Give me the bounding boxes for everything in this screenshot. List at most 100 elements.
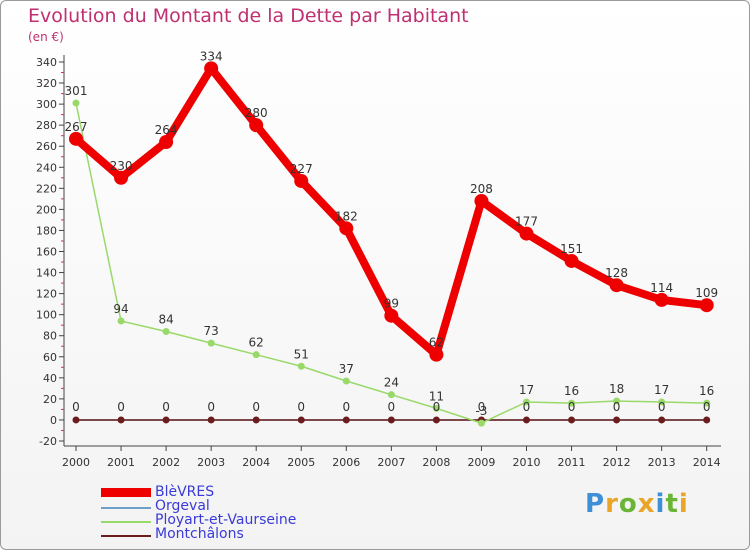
data-label-blevres: 128 (605, 266, 628, 280)
data-point-ployart-et-vaurseine (162, 328, 170, 336)
data-point-montchalons (72, 416, 80, 424)
data-label-blevres: 267 (65, 120, 88, 134)
data-point-ployart-et-vaurseine (297, 362, 305, 370)
data-label-montchalons: 0 (478, 400, 486, 414)
proxiti-logo: Proxiti (585, 489, 689, 519)
data-point-montchalons (207, 416, 215, 424)
x-tick-label: 2001 (107, 456, 135, 469)
y-tick-label: 160 (36, 246, 57, 259)
data-point-montchalons (162, 416, 170, 424)
data-point-ployart-et-vaurseine (658, 398, 666, 406)
data-label-blevres: 280 (245, 106, 268, 120)
x-tick-label: 2008 (422, 456, 450, 469)
data-point-ployart-et-vaurseine (252, 351, 260, 359)
x-tick-label: 2012 (603, 456, 631, 469)
data-point-ployart-et-vaurseine (207, 339, 215, 347)
data-label-blevres: 182 (335, 209, 358, 223)
data-label-ployart-et-vaurseine: 301 (65, 84, 88, 98)
data-label-ployart-et-vaurseine: 16 (564, 384, 579, 398)
legend-swatch-orgeval (101, 507, 151, 509)
data-point-ployart-et-vaurseine (387, 391, 395, 399)
data-point-ployart-et-vaurseine (568, 399, 576, 407)
data-point-blevres (69, 131, 83, 146)
data-point-ployart-et-vaurseine (613, 397, 621, 405)
data-point-ployart-et-vaurseine (72, 99, 80, 107)
data-point-ployart-et-vaurseine (523, 398, 530, 406)
data-point-montchalons (432, 416, 440, 424)
y-tick-label: 300 (36, 98, 57, 111)
data-label-montchalons: 0 (72, 400, 80, 414)
x-tick-label: 2005 (287, 456, 315, 469)
y-tick-label: 280 (36, 119, 57, 132)
data-point-blevres (474, 193, 489, 208)
data-point-blevres (609, 278, 624, 293)
data-point-blevres (159, 135, 174, 150)
y-tick-label: 60 (43, 351, 57, 364)
data-label-ployart-et-vaurseine: 94 (113, 302, 128, 316)
data-point-montchalons (252, 416, 260, 424)
x-tick-label: 2011 (558, 456, 586, 469)
data-label-montchalons: 0 (658, 400, 666, 414)
y-tick-label: 240 (36, 161, 57, 174)
data-label-blevres: 177 (515, 215, 538, 229)
y-tick-label: 320 (36, 77, 57, 90)
data-point-montchalons (297, 416, 305, 424)
data-label-montchalons: 0 (703, 400, 711, 414)
data-point-blevres (114, 170, 129, 185)
data-label-ployart-et-vaurseine: 51 (294, 347, 309, 361)
data-point-blevres (519, 226, 534, 241)
y-tick-label: 340 (36, 56, 57, 69)
data-label-blevres: 114 (650, 281, 673, 295)
x-tick-label: 2003 (197, 456, 225, 469)
data-point-ployart-et-vaurseine (117, 317, 125, 325)
x-tick-label: 2004 (242, 456, 270, 469)
data-label-montchalons: 0 (342, 400, 350, 414)
data-label-blevres: 334 (200, 49, 223, 63)
x-tick-label: 2007 (377, 456, 405, 469)
legend-swatch-montchalons (101, 535, 151, 537)
data-label-blevres: 109 (695, 286, 718, 300)
y-tick-label: 140 (36, 267, 57, 280)
y-tick-label: 40 (43, 372, 57, 385)
y-tick-label: -20 (39, 435, 57, 448)
data-label-montchalons: 0 (117, 400, 125, 414)
data-label-montchalons: 0 (297, 400, 305, 414)
data-label-ployart-et-vaurseine: 37 (339, 362, 354, 376)
data-label-ployart-et-vaurseine: 84 (158, 313, 173, 327)
data-label-blevres: 264 (155, 123, 178, 137)
x-tick-label: 2009 (467, 456, 495, 469)
data-label-ployart-et-vaurseine: -3 (475, 404, 487, 418)
data-label-blevres: 230 (110, 159, 133, 173)
data-label-blevres: 151 (560, 242, 583, 256)
x-tick-label: 2013 (648, 456, 676, 469)
y-tick-label: 200 (36, 203, 57, 216)
chart-title: Evolution du Montant de la Dette par Hab… (28, 5, 469, 27)
x-tick-label: 2014 (693, 456, 721, 469)
data-point-montchalons (568, 416, 576, 424)
y-tick-label: 80 (43, 330, 57, 343)
data-point-montchalons (117, 416, 125, 424)
data-label-montchalons: 0 (433, 400, 441, 414)
data-label-blevres: 227 (290, 162, 313, 176)
data-label-ployart-et-vaurseine: 17 (654, 383, 669, 397)
data-label-ployart-et-vaurseine: 11 (429, 389, 444, 403)
data-label-montchalons: 0 (252, 400, 260, 414)
y-tick-label: 120 (36, 288, 57, 301)
data-point-montchalons (613, 416, 621, 424)
y-tick-label: 260 (36, 140, 57, 153)
data-label-montchalons: 0 (388, 400, 396, 414)
data-label-montchalons: 0 (162, 400, 170, 414)
y-tick-label: 180 (36, 224, 57, 237)
legend-swatch-ployart (101, 521, 151, 523)
x-tick-label: 2010 (513, 456, 541, 469)
data-label-montchalons: 0 (613, 400, 621, 414)
data-label-montchalons: 0 (568, 400, 576, 414)
y-tick-label: 20 (43, 393, 57, 406)
x-tick-label: 2000 (62, 456, 90, 469)
data-point-ployart-et-vaurseine (342, 377, 350, 385)
data-label-blevres: 99 (384, 297, 399, 311)
data-point-montchalons (342, 416, 350, 424)
y-tick-label: 220 (36, 182, 57, 195)
x-tick-label: 2002 (152, 456, 180, 469)
data-label-ployart-et-vaurseine: 62 (249, 336, 264, 350)
